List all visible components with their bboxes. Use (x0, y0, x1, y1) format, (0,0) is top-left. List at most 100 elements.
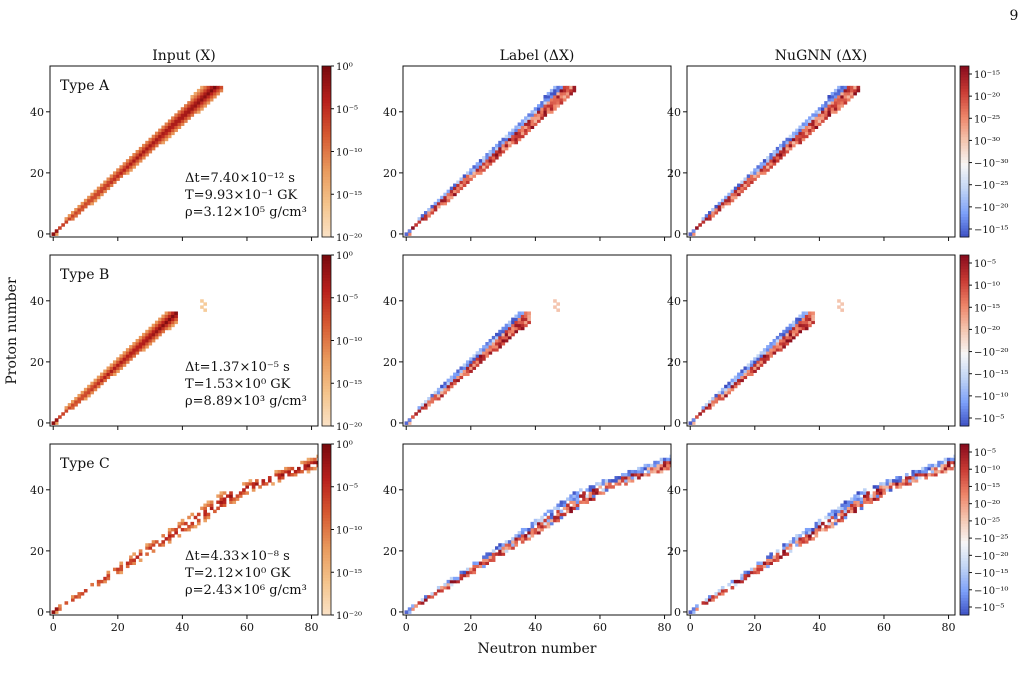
heatmap-cells (51, 85, 224, 236)
heatmap-cell (588, 485, 593, 489)
heatmap-cell (93, 192, 98, 197)
heatmap-cell (653, 463, 657, 468)
heatmap-cell (469, 171, 473, 175)
heatmap-cell (646, 473, 651, 477)
heatmap-cell (520, 534, 525, 538)
colorbar-segment (322, 205, 331, 209)
heatmap-cell (837, 91, 841, 96)
heatmap-cell (937, 460, 941, 465)
heatmap-cell (180, 110, 185, 114)
heatmap-cell (495, 332, 499, 337)
colorbar-segment (322, 228, 331, 232)
heatmap-cell (833, 91, 838, 96)
heatmap-cell (478, 360, 483, 364)
heatmap-cell (135, 555, 140, 559)
heatmap-cell (190, 95, 195, 99)
colorbar-tick-label: 10⁻⁵ (336, 294, 358, 305)
heatmap-cell (459, 369, 464, 373)
colorbar-tick-label: −10⁻²⁰ (974, 348, 1008, 359)
heatmap-cell (714, 207, 719, 212)
heatmap-cell (209, 95, 214, 99)
heatmap-cell (187, 104, 191, 108)
colorbar-segment (960, 583, 969, 587)
heatmap-cell (850, 500, 854, 504)
heatmap-cell (174, 116, 178, 120)
heatmap-cell (420, 403, 425, 407)
heatmap-cell (827, 518, 832, 523)
heatmap-cell (756, 360, 761, 364)
heatmap-cell (524, 119, 528, 123)
heatmap-cell (743, 573, 748, 578)
row-label: Type A (60, 78, 110, 94)
heatmap-cell (720, 390, 725, 395)
heatmap-cell (785, 332, 790, 337)
heatmap-cell (167, 314, 172, 318)
heatmap-cell (174, 125, 178, 129)
heatmap-cell (129, 351, 133, 355)
heatmap-cell (77, 396, 82, 401)
heatmap-cell (804, 311, 809, 315)
heatmap-cell (821, 119, 825, 123)
heatmap-cell (154, 320, 159, 325)
heatmap-cell (846, 98, 851, 102)
heatmap-cell (533, 518, 538, 523)
heatmap-cell (650, 466, 654, 471)
heatmap-cell (433, 592, 438, 596)
heatmap-cell (132, 552, 136, 556)
heatmap-cell (129, 162, 133, 166)
heatmap-cell (251, 488, 256, 492)
heatmap-cell (222, 497, 227, 501)
heatmap-cell (287, 473, 291, 477)
heatmap-cell (106, 183, 111, 188)
heatmap-cell (720, 592, 725, 596)
colorbar-segment (960, 357, 969, 361)
heatmap-cell (782, 329, 786, 334)
heatmap-cell (196, 512, 201, 517)
heatmap-cell (488, 558, 493, 562)
colorbar-segment (322, 374, 331, 379)
heatmap-cell (556, 518, 560, 523)
heatmap-cell (801, 137, 806, 142)
heatmap-cell (830, 515, 835, 520)
colorbar-tick-label: 10⁻²⁰ (974, 500, 1000, 511)
heatmap-cell (414, 223, 418, 227)
heatmap-cell (517, 531, 522, 535)
heatmap-cell (87, 387, 91, 392)
colorbar-segment (960, 154, 969, 158)
y-tick-label: 0 (37, 606, 44, 619)
heatmap-cell (840, 308, 844, 312)
heatmap-cell (459, 576, 464, 581)
y-tick-label: 40 (30, 484, 44, 497)
colorbar-segment (960, 80, 969, 84)
colorbar-segment (960, 394, 969, 398)
heatmap-cell (171, 119, 175, 123)
heatmap-cell (756, 561, 761, 566)
heatmap-cell (456, 375, 460, 380)
heatmap-cell (917, 476, 922, 480)
heatmap-cell (520, 317, 525, 322)
colorbar-segment (960, 114, 969, 118)
heatmap-cell (775, 558, 780, 562)
heatmap-cell (184, 107, 188, 111)
colorbar-tick-label: −10⁻²⁵ (974, 534, 1008, 545)
heatmap-cell (145, 146, 149, 151)
colorbar-segment (322, 577, 331, 582)
colorbar-segment (960, 558, 969, 562)
heatmap-cell (840, 302, 844, 306)
heatmap-cell (190, 110, 195, 114)
heatmap-cell (433, 207, 438, 212)
heatmap-cell (203, 101, 207, 105)
heatmap-cell (917, 473, 922, 477)
heatmap-cell (633, 473, 638, 477)
heatmap-cell (267, 479, 272, 483)
heatmap-cell (520, 134, 525, 139)
colorbar-segment (322, 280, 331, 284)
heatmap-cell (824, 113, 828, 117)
colorbar-segment (960, 334, 969, 339)
heatmap-cell (507, 131, 512, 136)
heatmap-cell (109, 363, 114, 367)
row-label: Type C (60, 456, 110, 472)
heatmap-cell (511, 128, 515, 133)
colorbar-tick-label: −10⁻³⁰ (974, 159, 1008, 170)
heatmap-cell (203, 91, 207, 96)
